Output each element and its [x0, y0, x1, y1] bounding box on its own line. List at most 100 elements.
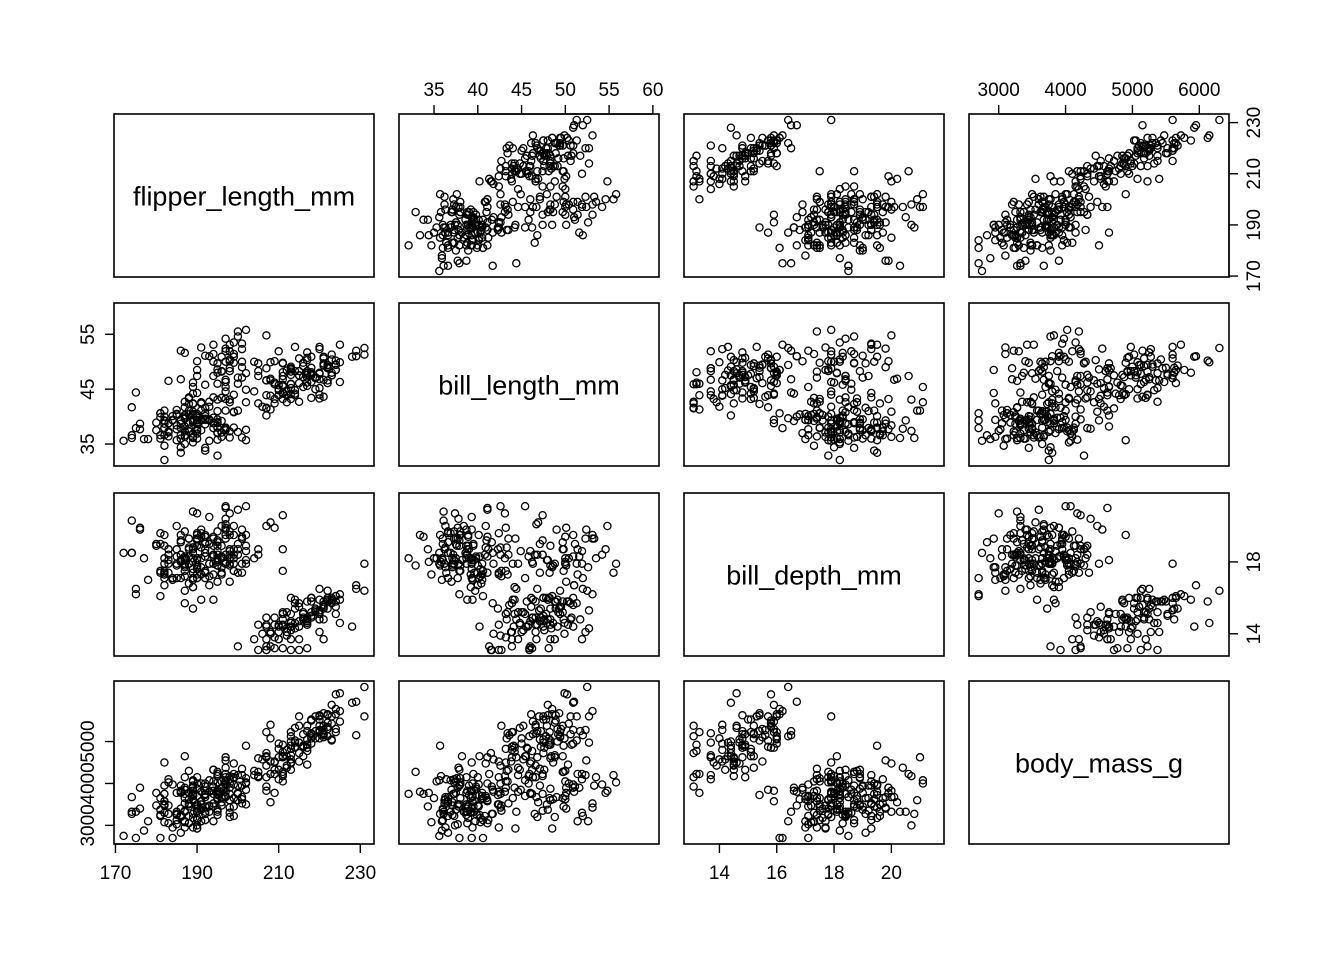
data-point	[732, 151, 741, 161]
data-point	[1012, 507, 1022, 516]
data-point	[1071, 177, 1080, 186]
data-point	[506, 174, 516, 184]
tick-label: 16	[766, 863, 787, 884]
data-point	[689, 404, 698, 413]
data-point	[609, 770, 618, 780]
data-point	[200, 414, 210, 424]
data-point	[262, 748, 271, 758]
data-point	[233, 427, 243, 437]
data-point	[826, 238, 836, 248]
data-point	[278, 607, 288, 617]
data-point	[538, 550, 547, 559]
data-point	[826, 416, 836, 425]
data-point	[706, 366, 716, 376]
data-point	[446, 528, 455, 538]
data-point	[1074, 344, 1084, 354]
data-point	[213, 541, 222, 551]
data-point	[360, 559, 369, 568]
data-point	[196, 528, 206, 538]
data-point	[997, 238, 1007, 248]
data-point	[539, 735, 548, 744]
data-point	[152, 788, 161, 798]
data-point	[752, 342, 761, 352]
data-point	[467, 758, 476, 767]
data-point	[755, 363, 764, 373]
data-point	[497, 156, 506, 166]
data-point	[302, 353, 312, 363]
data-point	[715, 734, 724, 743]
data-point	[1124, 352, 1134, 362]
data-point	[156, 833, 165, 843]
data-point	[531, 138, 540, 148]
data-point	[695, 788, 704, 798]
data-point	[872, 200, 882, 209]
data-point	[778, 833, 787, 843]
data-point	[423, 215, 433, 225]
data-point	[1133, 629, 1142, 639]
data-point	[1061, 501, 1070, 511]
data-point	[584, 712, 594, 721]
data-point	[996, 233, 1005, 242]
tick-label: 45	[511, 80, 532, 101]
data-point	[849, 359, 859, 368]
variable-label-bill_length_mm: bill_length_mm	[438, 371, 620, 401]
variable-label-body_mass_g: body_mass_g	[1015, 749, 1183, 779]
data-point	[1062, 427, 1072, 436]
data-point	[176, 423, 186, 433]
data-point	[1042, 417, 1052, 427]
data-point	[804, 236, 813, 245]
data-point	[1009, 230, 1018, 240]
data-point	[131, 590, 141, 599]
data-point	[1059, 411, 1069, 421]
data-point	[229, 769, 239, 779]
data-point	[196, 426, 206, 435]
data-point	[815, 166, 824, 176]
data-point	[254, 767, 263, 777]
data-point	[1037, 207, 1047, 217]
data-point	[792, 801, 802, 810]
data-point	[1047, 395, 1057, 404]
data-point	[755, 399, 764, 409]
data-point	[1061, 380, 1070, 390]
data-point	[689, 782, 698, 791]
data-point	[582, 586, 592, 595]
data-point	[1133, 394, 1142, 403]
data-point	[1016, 584, 1025, 594]
data-point	[172, 820, 181, 829]
data-point	[520, 751, 530, 761]
data-point	[835, 826, 845, 835]
data-point	[575, 726, 585, 736]
data-point	[530, 809, 539, 819]
data-point	[1017, 397, 1027, 407]
data-point	[852, 407, 862, 416]
data-point	[867, 781, 876, 790]
data-point	[732, 368, 741, 378]
data-point	[213, 527, 222, 536]
data-point	[1001, 210, 1010, 219]
data-point	[319, 392, 328, 402]
data-point	[581, 192, 590, 202]
data-point	[1096, 378, 1105, 388]
data-point	[335, 590, 345, 599]
data-point	[221, 530, 230, 540]
data-point	[254, 359, 263, 368]
data-point	[172, 435, 181, 445]
tick-label: 55	[599, 80, 620, 101]
data-point	[241, 559, 251, 568]
data-point	[892, 374, 902, 383]
data-point	[838, 228, 847, 237]
data-point	[778, 259, 787, 268]
data-point	[1029, 340, 1039, 349]
data-point	[262, 521, 271, 531]
data-point	[493, 800, 503, 809]
data-point	[869, 406, 879, 415]
data-point	[262, 772, 271, 782]
data-point	[484, 769, 494, 779]
data-point	[558, 793, 567, 803]
data-point	[533, 143, 542, 153]
data-point	[435, 189, 445, 199]
data-point	[209, 570, 218, 579]
data-point	[1094, 633, 1104, 642]
data-point	[524, 620, 533, 630]
tick-label: 50	[555, 80, 576, 101]
